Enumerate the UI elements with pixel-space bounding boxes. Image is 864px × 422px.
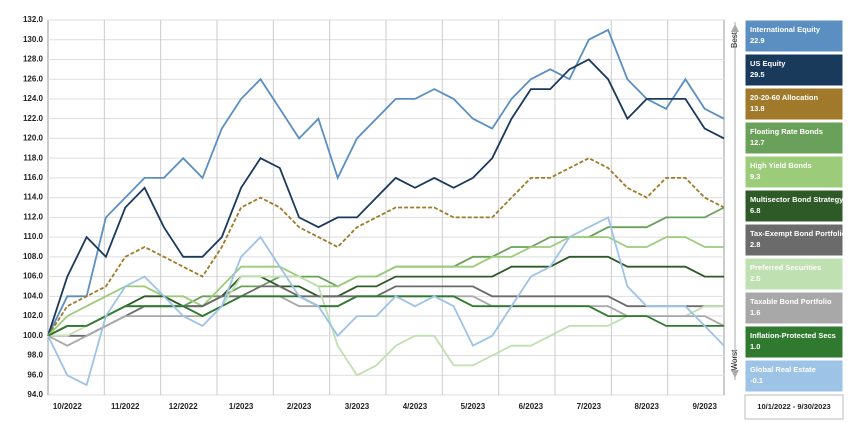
legend-return: 9.3 (750, 172, 760, 181)
legend-return: -0.1 (750, 376, 763, 385)
legend-swatch (744, 155, 844, 189)
x-tick-label: 2/2023 (287, 402, 312, 411)
y-tick-label: 116.0 (23, 173, 43, 182)
y-tick-label: 118.0 (23, 153, 43, 162)
y-tick-label: 128.0 (23, 55, 44, 64)
x-tick-label: 7/2023 (577, 402, 602, 411)
legend-swatch (744, 291, 844, 325)
y-tick-label: 110.0 (23, 232, 43, 241)
x-tick-label: 9/2023 (692, 402, 717, 411)
legend-return: 2.8 (750, 240, 760, 249)
worst-label: Worst (730, 349, 739, 371)
legend-swatch (744, 223, 844, 257)
y-tick-label: 132.0 (23, 15, 44, 24)
legend-swatch (744, 257, 844, 291)
y-tick-label: 114.0 (23, 193, 43, 202)
legend-swatch (744, 19, 844, 53)
legend-swatch (744, 121, 844, 155)
legend-name: Inflation-Protected Secs (750, 331, 836, 340)
x-tick-label: 4/2023 (403, 402, 428, 411)
x-tick-label: 11/2022 (111, 402, 140, 411)
legend-return: 22.9 (750, 36, 765, 45)
legend-name: High Yield Bonds (750, 161, 812, 170)
legend-swatch (744, 359, 844, 393)
y-tick-label: 126.0 (23, 74, 44, 83)
y-tick-label: 94.0 (27, 390, 43, 399)
x-tick-label: 12/2022 (169, 402, 198, 411)
legend-return: 29.5 (750, 70, 765, 79)
x-tick-label: 5/2023 (461, 402, 486, 411)
x-tick-label: 8/2023 (635, 402, 660, 411)
legend-name: Multisector Bond Strategy (750, 195, 844, 204)
legend-swatch (744, 325, 844, 359)
date-range: 10/1/2022 - 9/30/2023 (757, 402, 830, 411)
legend-name: Global Real Estate (750, 365, 816, 374)
legend-name: 20-20-60 Allocation (750, 93, 818, 102)
legend-name: Preferred Securities (750, 263, 821, 272)
y-tick-label: 104.0 (23, 291, 44, 300)
y-tick-label: 102.0 (23, 311, 44, 320)
legend-swatch (744, 189, 844, 223)
legend-return: 13.8 (750, 104, 765, 113)
legend-return: 1.0 (750, 342, 760, 351)
legend: International Equity 22.9 US Equity 29.5 20-… (744, 19, 847, 393)
series-line (47, 216, 725, 387)
y-tick-label: 130.0 (23, 35, 44, 44)
legend-name: International Equity (750, 25, 821, 34)
y-tick-label: 98.0 (27, 351, 43, 360)
best-label: Best (730, 31, 739, 48)
y-tick-label: 112.0 (23, 212, 43, 221)
series-line (47, 28, 725, 337)
x-tick-label: 10/2022 (53, 402, 82, 411)
series-line (47, 255, 724, 337)
series-line (47, 58, 725, 337)
date-box (744, 394, 844, 420)
x-tick-label: 6/2023 (519, 402, 544, 411)
legend-return: 6.8 (750, 206, 760, 215)
y-tick-label: 96.0 (27, 370, 43, 379)
x-tick-label: 3/2023 (345, 402, 370, 411)
series-line (47, 295, 724, 337)
y-tick-label: 100.0 (23, 331, 44, 340)
y-tick-label: 108.0 (23, 252, 44, 261)
legend-swatch (744, 87, 844, 121)
legend-name: Taxable Bond Portfolio (750, 297, 832, 306)
legend-name: US Equity (750, 59, 786, 68)
legend-swatch (744, 53, 844, 87)
series-line (47, 236, 724, 337)
y-tick-label: 106.0 (23, 272, 44, 281)
legend-name: Tax-Exempt Bond Portfolio (750, 229, 847, 238)
legend-return: 12.7 (750, 138, 765, 147)
legend-return: 2.5 (750, 274, 760, 283)
legend-name: Floating Rate Bonds (750, 127, 823, 136)
x-tick-label: 1/2023 (229, 402, 254, 411)
y-tick-label: 124.0 (23, 94, 44, 103)
legend-return: 1.6 (750, 308, 760, 317)
series-line (47, 157, 725, 337)
y-tick-label: 122.0 (23, 114, 44, 123)
y-tick-label: 120.0 (23, 134, 44, 143)
